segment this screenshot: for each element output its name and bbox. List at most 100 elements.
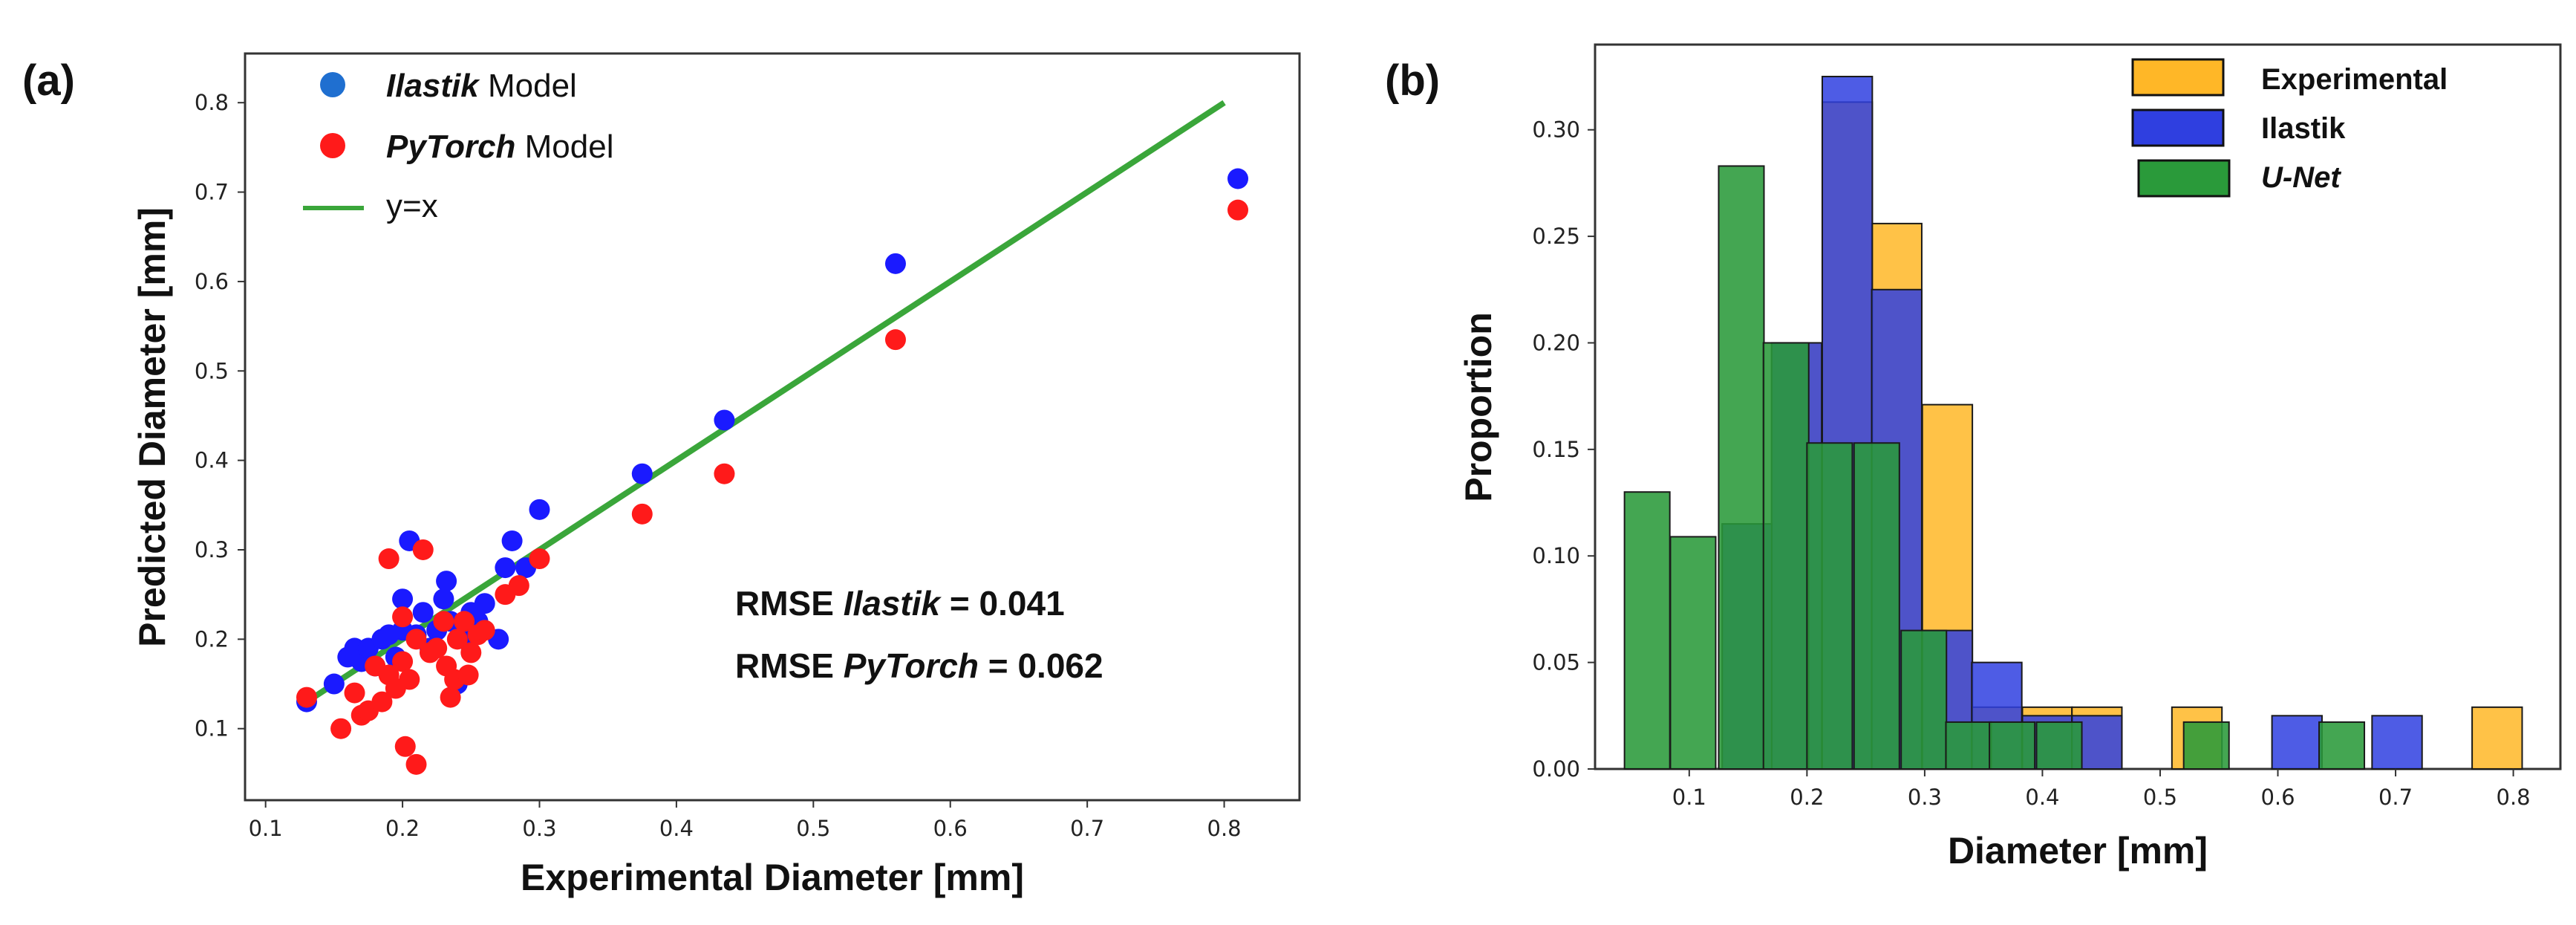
pytorch-point — [412, 539, 434, 560]
pytorch-point — [330, 718, 352, 739]
y-tick-label: 0.3 — [195, 537, 229, 562]
y-tick-label: 0.15 — [1532, 437, 1580, 462]
ilastik-point — [714, 409, 735, 431]
pytorch-point — [454, 611, 475, 632]
y-axis-ticks-b: 0.00 0.05 0.10 0.15 0.20 0.25 0.30 — [1532, 117, 1595, 782]
pytorch-point — [529, 548, 550, 570]
y-tick-label: 0.8 — [195, 90, 229, 115]
experimental-bar — [2471, 706, 2523, 770]
x-tick-label: 0.3 — [1908, 785, 1942, 810]
unet-bar — [2318, 721, 2366, 770]
unet-bar — [1989, 721, 2036, 770]
pytorch-point — [884, 329, 906, 351]
rmse-ilastik-model: Ilastik — [844, 584, 942, 623]
legend-b: Experimental Ilastik U-Net — [2131, 58, 2448, 198]
unet-bar — [1718, 165, 1765, 770]
x-tick-label: 0.4 — [659, 816, 694, 841]
pytorch-point — [426, 637, 448, 659]
pytorch-point — [631, 503, 653, 525]
ilastik-point — [501, 530, 523, 551]
identity-line — [304, 100, 1226, 704]
x-tick-label: 0.6 — [933, 816, 968, 841]
pytorch-point — [392, 651, 414, 672]
x-axis-ticks-b: 0.1 0.2 0.3 0.4 0.5 0.6 0.7 0.8 — [1672, 769, 2531, 810]
pytorch-point — [378, 548, 400, 570]
legend-a: Ilastik Model PyTorch Model y=x — [303, 68, 614, 224]
scatter-plot-panel-a: 0.1 0.2 0.3 0.4 0.5 0.6 0.7 0.8 0.1 0.2 0.3 0.4 0.5… — [195, 52, 1301, 841]
unet-bar — [1900, 629, 1948, 770]
legend-experimental-label: Experimental — [2261, 63, 2448, 96]
pytorch-point — [392, 606, 414, 628]
ilastik-point — [495, 557, 516, 579]
y-tick-label: 0.1 — [195, 716, 229, 741]
y-tick-label: 0.10 — [1532, 543, 1580, 568]
unet-bar — [1623, 491, 1671, 770]
y-tick-label: 0.7 — [195, 180, 229, 205]
legend-pytorch-marker — [320, 133, 345, 158]
rmse-ilastik-value: = 0.041 — [940, 584, 1065, 623]
pytorch-point — [405, 629, 427, 650]
ilastik-point — [392, 588, 414, 610]
x-tick-label: 0.2 — [385, 816, 420, 841]
x-tick-label: 0.6 — [2260, 785, 2295, 810]
x-axis-label-b: Diameter [mm] — [1948, 830, 2208, 872]
unet-bar — [2182, 721, 2230, 770]
pytorch-point — [440, 687, 461, 708]
legend-ilastik-b-label: Ilastik — [2261, 112, 2346, 145]
rmse-pytorch-prefix: RMSE — [735, 646, 844, 685]
x-tick-label: 0.7 — [2378, 785, 2413, 810]
unet-bar — [2035, 721, 2083, 770]
y-tick-label: 0.6 — [195, 269, 229, 294]
pytorch-point — [714, 463, 735, 484]
pytorch-point — [405, 753, 427, 775]
ilastik-point — [529, 499, 550, 520]
unet-bar — [1806, 442, 1853, 770]
y-tick-label: 0.20 — [1532, 330, 1580, 355]
y-tick-label: 0.5 — [195, 358, 229, 383]
rmse-ilastik-prefix: RMSE — [735, 584, 844, 623]
legend-pytorch-label: PyTorch Model — [386, 129, 614, 165]
legend-ilastik-rest: Model — [479, 68, 577, 104]
x-tick-label: 0.5 — [796, 816, 830, 841]
y-tick-label: 0.00 — [1532, 756, 1580, 782]
pytorch-point — [1227, 199, 1249, 221]
x-tick-label: 0.2 — [1790, 785, 1824, 810]
ilastik-bar — [2271, 715, 2323, 770]
y-axis-label-a: Predicted Diameter [mm] — [131, 207, 173, 647]
legend-unet-swatch — [2137, 159, 2231, 198]
ilastik-point — [412, 602, 434, 623]
ilastik-bar — [2371, 715, 2423, 770]
x-tick-label: 0.8 — [1207, 816, 1242, 841]
pytorch-point — [399, 669, 420, 690]
ilastik-point — [631, 463, 653, 484]
pytorch-point — [296, 687, 317, 708]
plot-a-frame — [244, 52, 1301, 802]
rmse-ilastik: RMSE Ilastik = 0.041 — [735, 584, 1065, 623]
ilastik-point — [474, 593, 495, 614]
unet-bar — [1853, 442, 1900, 770]
y-tick-label: 0.30 — [1532, 117, 1580, 143]
panel-a-label: (a) — [22, 56, 75, 105]
y-tick-label: 0.2 — [195, 626, 229, 652]
x-tick-label: 0.7 — [1070, 816, 1104, 841]
x-tick-label: 0.3 — [522, 816, 556, 841]
ilastik-point — [436, 571, 457, 592]
ilastik-point — [1227, 168, 1249, 189]
y-tick-label: 0.4 — [195, 448, 229, 473]
legend-ilastik-label: Ilastik Model — [386, 68, 577, 104]
histogram-panel-b: 0.1 0.2 0.3 0.4 0.5 0.6 0.7 0.8 0.00 0.05 0.10 0.1… — [1532, 43, 2562, 810]
legend-unet-label: U-Net — [2261, 161, 2341, 194]
ilastik-point — [433, 588, 454, 610]
pytorch-point — [508, 575, 529, 597]
pytorch-point — [394, 736, 416, 757]
y-tick-label: 0.05 — [1532, 650, 1580, 675]
x-tick-label: 0.4 — [2025, 785, 2059, 810]
panel-b-label: (b) — [1385, 56, 1440, 105]
rmse-pytorch: RMSE PyTorch = 0.062 — [735, 646, 1103, 685]
pytorch-point — [460, 642, 482, 663]
pytorch-point — [344, 682, 365, 704]
ilastik-point — [323, 673, 345, 695]
rmse-pytorch-model: PyTorch — [844, 646, 979, 685]
pytorch-points — [296, 199, 1249, 775]
